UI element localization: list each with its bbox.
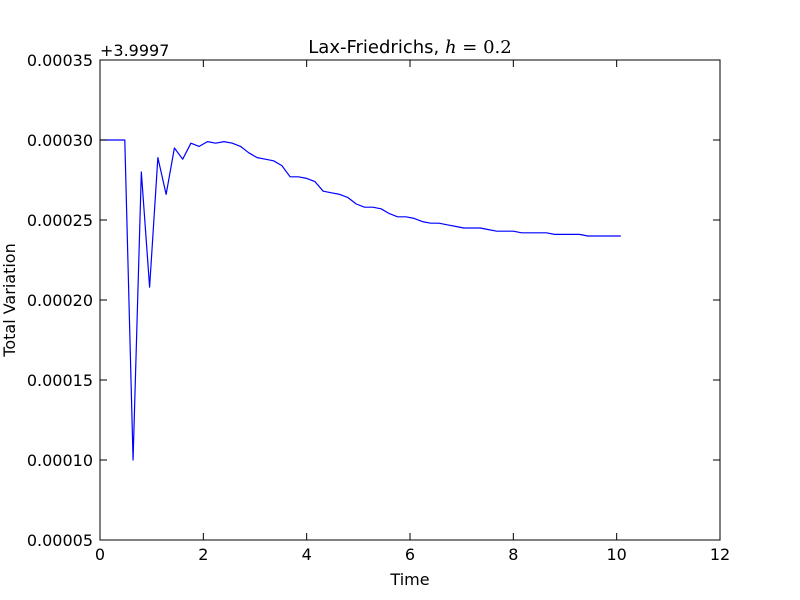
data-point (414, 218, 415, 219)
data-point (604, 235, 605, 236)
data-point (356, 203, 357, 204)
data-point (149, 287, 150, 288)
x-tick-label: 6 (405, 545, 415, 564)
y-tick-label: 0.00030 (27, 131, 93, 150)
data-point (331, 192, 332, 193)
x-axis-label: Time (389, 570, 429, 589)
data-point (347, 197, 348, 198)
data-point (496, 231, 497, 232)
data-point (306, 178, 307, 179)
data-point (372, 207, 373, 208)
data-point (314, 181, 315, 182)
data-point (190, 143, 191, 144)
data-point (612, 235, 613, 236)
data-point (273, 160, 274, 161)
data-point (290, 176, 291, 177)
data-point (554, 234, 555, 235)
x-tick-label: 12 (710, 545, 730, 564)
data-point (595, 235, 596, 236)
data-point (298, 176, 299, 177)
data-point (389, 213, 390, 214)
data-point (182, 159, 183, 160)
data-point (116, 139, 117, 140)
data-point (364, 207, 365, 208)
y-tick-label: 0.00035 (27, 51, 93, 70)
x-tick-label: 0 (95, 545, 105, 564)
data-point (232, 143, 233, 144)
x-tick-label: 8 (508, 545, 518, 564)
data-point (256, 157, 257, 158)
y-axis-label: Total Variation (0, 243, 19, 357)
data-point (463, 227, 464, 228)
plot-area (100, 60, 720, 540)
data-point (323, 191, 324, 192)
chart-title-math-var: h (445, 37, 457, 58)
data-point (587, 235, 588, 236)
data-point (157, 157, 158, 158)
x-tick-label: 2 (198, 545, 208, 564)
data-line-group (100, 139, 621, 461)
x-tick-label: 10 (606, 545, 626, 564)
chart-title-math-rest: = 0.2 (457, 37, 512, 58)
y-tick-label: 0.00015 (27, 371, 93, 390)
series-line-0 (100, 139, 621, 461)
data-point (223, 141, 224, 142)
x-tick-label: 4 (302, 545, 312, 564)
data-point (430, 223, 431, 224)
data-point (504, 231, 505, 232)
data-point (207, 141, 208, 142)
x-axis-ticks: 0 2 4 6 8 10 12 (95, 60, 730, 564)
data-point (571, 234, 572, 235)
data-point (447, 224, 448, 225)
data-point (281, 165, 282, 166)
data-point (455, 226, 456, 227)
data-point (405, 216, 406, 217)
data-point (521, 232, 522, 233)
y-tick-label: 0.00020 (27, 291, 93, 310)
data-point (265, 159, 266, 160)
data-point (529, 232, 530, 233)
y-tick-label: 0.00005 (27, 531, 93, 550)
plot-frame (99, 59, 721, 541)
chart-title: Lax-Friedrichs, h = 0.2 (308, 37, 511, 58)
data-point (562, 234, 563, 235)
y-tick-label: 0.00010 (27, 451, 93, 470)
data-point (471, 227, 472, 228)
chart-title-text: Lax-Friedrichs, (308, 37, 445, 58)
data-point (546, 232, 547, 233)
data-point (488, 229, 489, 230)
data-point (240, 146, 241, 147)
data-point (215, 143, 216, 144)
data-point (132, 459, 133, 460)
y-tick-label: 0.00025 (27, 211, 93, 230)
data-point (166, 194, 167, 195)
data-point (480, 227, 481, 228)
y-offset-label: +3.9997 (100, 41, 169, 60)
data-point (397, 216, 398, 217)
data-point (174, 147, 175, 148)
data-point (620, 235, 621, 236)
data-point (422, 221, 423, 222)
data-point (124, 139, 125, 140)
data-point (438, 223, 439, 224)
data-point (339, 194, 340, 195)
data-point (513, 231, 514, 232)
data-point (199, 146, 200, 147)
data-point (248, 152, 249, 153)
data-point (141, 171, 142, 172)
data-point (108, 139, 109, 140)
data-point (380, 208, 381, 209)
y-axis-ticks: 0.00005 0.00010 0.00015 0.00020 0.00025 0.000… (27, 51, 720, 550)
data-point (538, 232, 539, 233)
data-point (579, 234, 580, 235)
